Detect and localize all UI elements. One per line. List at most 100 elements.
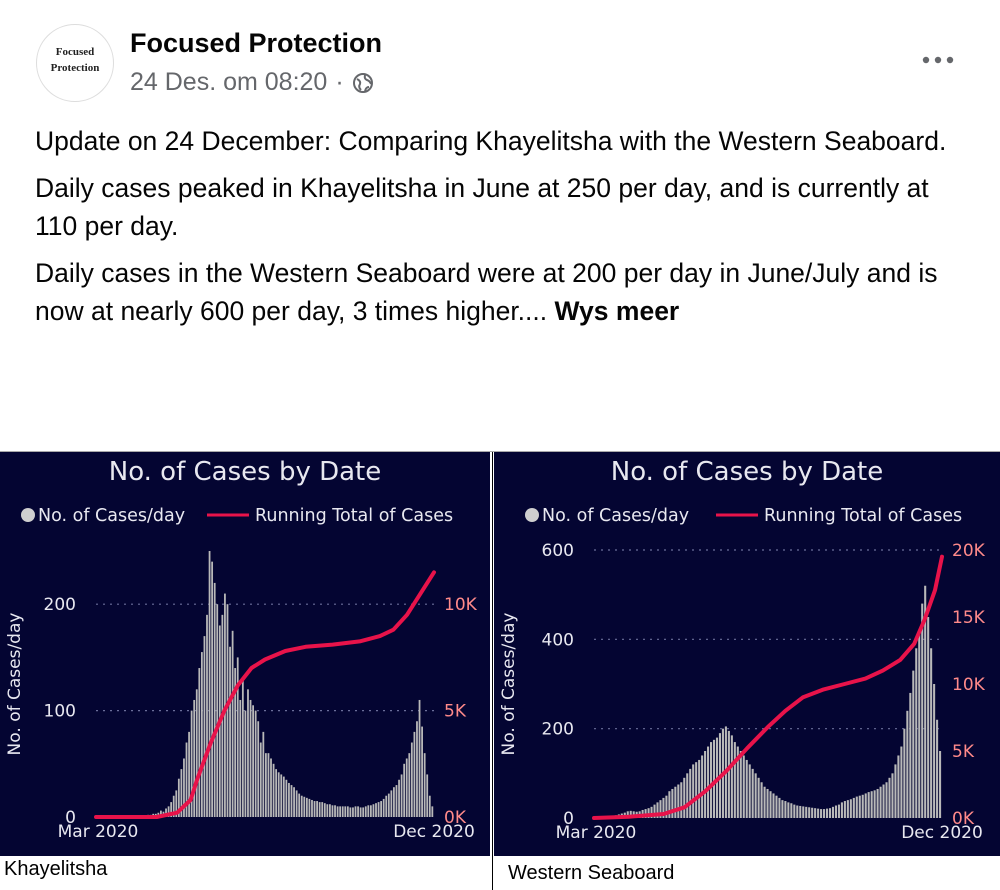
bar-daily-cases [870,791,873,818]
image-divider [492,452,493,890]
bar-daily-cases [766,788,769,818]
y-tick-label: 100 [44,702,76,722]
bar-daily-cases [293,787,295,817]
bar-daily-cases [930,648,933,818]
bar-daily-cases [900,746,903,818]
bar-daily-cases [165,808,167,817]
avatar-line-1: Focused [56,46,95,58]
bar-daily-cases [321,802,324,817]
chart-title: No. of Cases by Date [109,457,382,487]
bar-daily-cases [226,604,229,817]
bar-daily-cases [229,646,231,817]
bar-daily-cases [909,692,912,818]
bar-daily-cases [239,699,242,817]
bar-daily-cases [820,809,823,818]
chart-title: No. of Cases by Date [611,457,884,487]
bar-daily-cases [823,809,826,818]
bar-daily-cases [936,719,939,818]
post-paragraph-1: Update on 24 December: Comparing Khayeli… [35,126,947,156]
bar-daily-cases [331,805,334,817]
bar-daily-cases [208,551,211,817]
bar-daily-cases [653,804,656,818]
post-meta: 24 Des. om 08:20 · [130,68,374,97]
bar-daily-cases [692,764,695,818]
bar-daily-cases [659,800,662,818]
bar-daily-cases [671,788,674,818]
y-tick-label: 200 [542,720,574,740]
bar-daily-cases [318,802,321,817]
bar-daily-cases [247,689,249,817]
bar-daily-cases [423,753,426,817]
bar-daily-cases [382,798,385,817]
bar-daily-cases [707,746,710,818]
bar-daily-cases [837,804,840,818]
bar-daily-cases [298,793,301,817]
bar-daily-cases [826,808,829,818]
bar-daily-cases [300,795,303,817]
more-options-icon[interactable] [920,50,956,70]
bar-daily-cases [903,728,906,818]
chart-khayelitsha[interactable]: No. of Cases by Date No. of Cases/day Runn… [0,452,490,856]
bar-daily-cases [915,648,918,818]
bar-daily-cases [231,630,234,817]
bar-daily-cases [805,806,808,818]
chart-western-seaboard[interactable]: No. of Cases by Date No. of Cases/day Runn… [494,452,1000,856]
bar-daily-cases [802,806,805,818]
bar-daily-cases [329,804,331,817]
bar-daily-cases [727,730,730,818]
bar-daily-cases [198,668,201,817]
bar-daily-cases [787,802,790,818]
bar-daily-cases [897,755,900,818]
page-name-link[interactable]: Focused Protection [130,28,383,58]
bar-daily-cases [629,810,632,818]
bar-daily-cases [405,758,408,817]
bar-daily-cases [160,810,162,817]
bar-daily-cases [410,742,413,817]
bar-daily-cases [290,785,293,817]
avatar-logo: Focused Protection [51,46,100,74]
bar-daily-cases [754,773,757,818]
bar-daily-cases [736,746,739,818]
bar-daily-cases [206,614,208,817]
bar-daily-cases [216,604,219,817]
y-tick-label: 600 [542,541,574,561]
bar-daily-cases [177,778,180,817]
bar-daily-cases [906,710,909,818]
y2-tick-label: 10K [444,595,478,615]
line-running-total [94,570,436,819]
bar-daily-cases [873,790,876,818]
page-avatar[interactable]: Focused Protection [36,24,114,102]
bar-daily-cases [867,792,870,818]
bar-daily-cases [305,797,308,817]
image-top-border [0,451,1000,452]
bar-daily-cases [927,617,930,818]
bar-daily-cases [203,636,206,817]
bar-daily-cases [924,585,927,818]
bar-daily-cases [760,782,763,818]
legend-label: Running Total of Cases [764,506,962,526]
y-axis-label: No. of Cases/day [499,613,519,756]
y2-tick-label: 0K [444,808,467,828]
bar-daily-cases [855,796,858,818]
bar-daily-cases [172,795,175,817]
bar-daily-cases [385,795,388,817]
y2-tick-label: 5K [952,742,975,762]
bar-daily-cases [400,774,403,817]
bar-daily-cases [668,791,671,818]
bar-daily-cases [742,755,745,818]
bar-daily-cases [769,791,772,818]
bar-daily-cases [257,721,260,817]
bar-daily-cases [796,805,799,818]
bar-daily-cases [662,797,665,818]
globe-icon[interactable] [352,72,374,94]
bar-daily-cases [167,806,170,817]
bar-daily-cases [431,806,434,817]
see-more-link[interactable]: Wys meer [554,296,680,326]
bar-daily-cases [280,774,283,817]
bar-daily-cases [241,678,244,817]
post-timestamp[interactable]: 24 Des. om 08:20 [130,68,328,96]
meta-separator: · [335,68,344,96]
bar-daily-cases [418,699,421,817]
x-tick-label: Dec 2020 [393,822,475,842]
bar-daily-cases [387,793,390,817]
